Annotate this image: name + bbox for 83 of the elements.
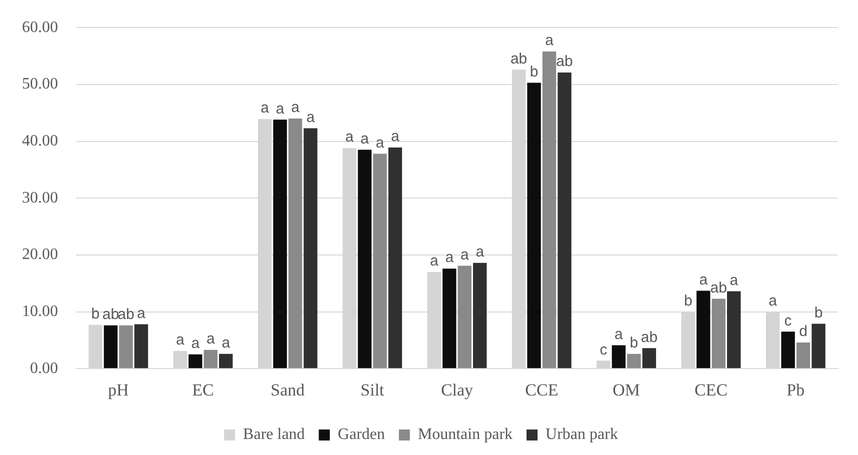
x-tick-label: Clay: [440, 380, 474, 400]
data-label: ab: [118, 306, 134, 324]
bar: [373, 154, 387, 368]
legend-label: Urban park: [546, 426, 618, 444]
bar: [812, 324, 826, 368]
data-label: c: [784, 312, 792, 330]
bar: [104, 325, 118, 368]
data-label: a: [430, 252, 439, 270]
bar: [388, 148, 402, 368]
data-label: ab: [710, 279, 727, 296]
y-tick-label: 40.00: [22, 132, 58, 150]
bar: [442, 268, 456, 368]
data-label: a: [206, 330, 216, 348]
data-label: b: [684, 292, 692, 310]
bar: [273, 120, 287, 368]
bar: [527, 82, 541, 368]
data-label: a: [222, 334, 231, 352]
data-label: ab: [510, 50, 528, 68]
x-tick-label: CEC: [694, 380, 728, 400]
x-tick-label: Pb: [786, 380, 805, 400]
bar: [134, 324, 148, 368]
data-label: a: [614, 326, 624, 343]
bar: [642, 348, 656, 368]
y-tick-label: 50.00: [22, 76, 58, 93]
data-label: a: [306, 108, 316, 126]
data-label: b: [530, 63, 538, 80]
data-label: a: [445, 249, 454, 266]
x-tick-label: EC: [192, 380, 214, 400]
data-label: a: [291, 99, 300, 116]
data-label: a: [476, 244, 485, 261]
data-label: a: [699, 271, 708, 288]
x-tick-label: Silt: [360, 380, 384, 400]
bar: [188, 354, 202, 368]
data-label: a: [768, 292, 778, 310]
x-tick-label: pH: [108, 380, 129, 400]
bar: [696, 290, 710, 368]
y-tick-label: 20.00: [22, 246, 58, 264]
x-tick-label: CCE: [525, 380, 558, 400]
y-tick-label: 0.00: [30, 360, 58, 377]
data-label: ab: [556, 53, 573, 70]
bar: [796, 342, 810, 368]
legend-label: Garden: [338, 426, 385, 444]
bar: [204, 350, 218, 368]
x-tick-label: Sand: [270, 380, 306, 400]
y-tick-label: 30.00: [22, 189, 58, 206]
data-label: a: [545, 32, 554, 50]
data-label: b: [814, 304, 823, 322]
bar: [627, 354, 641, 368]
bar: [727, 291, 741, 368]
data-label: a: [391, 128, 400, 146]
data-label: a: [730, 272, 739, 289]
data-label: a: [460, 246, 470, 264]
data-label: a: [137, 304, 146, 322]
data-label: ab: [640, 328, 658, 346]
bar: [288, 118, 302, 368]
data-label: a: [345, 128, 354, 146]
data-label: b: [91, 305, 100, 322]
data-label: b: [630, 334, 638, 352]
bar: [458, 266, 472, 368]
data-label: c: [600, 341, 608, 358]
bar: [542, 51, 556, 368]
x-tick-label: OM: [612, 380, 640, 400]
y-tick-label: 10.00: [22, 302, 58, 320]
data-label: d: [799, 323, 808, 340]
bar: [219, 354, 233, 368]
data-label: ab: [102, 306, 120, 324]
data-label: a: [360, 130, 370, 148]
bar: [612, 345, 626, 368]
data-label: a: [260, 100, 270, 117]
legend-label: Bare land: [243, 426, 305, 444]
legend-label: Mountain park: [418, 426, 513, 444]
bar: [473, 262, 487, 368]
bar: [712, 298, 726, 368]
bar: [558, 72, 572, 368]
data-label: a: [376, 134, 385, 152]
bar: [781, 332, 795, 368]
data-label: a: [276, 100, 285, 118]
bar: [119, 325, 133, 368]
bar: [304, 128, 318, 368]
data-label: a: [176, 332, 185, 349]
data-label: a: [191, 335, 200, 352]
y-tick-label: 60.00: [22, 18, 58, 36]
bar: [358, 150, 372, 368]
